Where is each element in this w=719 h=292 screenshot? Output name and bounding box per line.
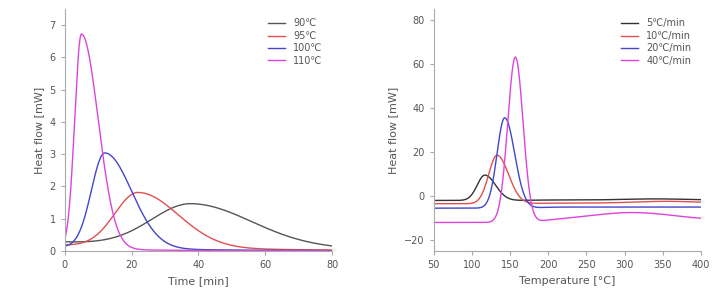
10℃/min [460,202,469,206]
Line: 90℃: 90℃ [65,204,332,251]
90℃ [74,240,83,244]
40℃/min [697,216,705,220]
90℃ [320,243,329,247]
Y-axis label: Heat flow [mW]: Heat flow [mW] [34,86,44,173]
20℃/min [500,116,509,119]
110℃ [183,248,192,252]
20℃/min [532,206,541,209]
100℃ [101,151,109,155]
90℃ [271,230,280,234]
40℃/min [692,216,700,220]
90℃ [320,243,329,247]
5℃/min [429,199,438,202]
20℃/min [692,205,700,209]
Line: 20℃/min: 20℃/min [434,118,701,208]
95℃ [183,221,192,225]
100℃ [271,248,280,252]
110℃ [320,249,329,253]
110℃ [77,32,86,36]
40℃/min [460,221,469,224]
5℃/min [663,197,672,201]
110℃ [191,249,199,252]
95℃ [191,226,199,230]
100℃ [191,248,199,251]
20℃/min [429,206,438,210]
40℃/min [663,213,672,217]
90℃ [186,202,195,205]
95℃ [60,249,69,253]
95℃ [134,191,142,194]
40℃/min [476,221,485,224]
Legend: 5℃/min, 10℃/min, 20℃/min, 40℃/min: 5℃/min, 10℃/min, 20℃/min, 40℃/min [616,14,696,71]
Legend: 90℃, 95℃, 100℃, 110℃: 90℃, 95℃, 100℃, 110℃ [263,14,327,71]
40℃/min [511,55,520,59]
Line: 100℃: 100℃ [65,153,332,251]
Y-axis label: Heat flow [mW]: Heat flow [mW] [388,86,398,173]
10℃/min [429,202,438,206]
100℃ [320,249,329,252]
100℃ [320,249,329,252]
5℃/min [692,198,700,201]
5℃/min [544,198,552,202]
40℃/min [429,221,438,224]
X-axis label: Temperature [°C]: Temperature [°C] [519,276,615,286]
Line: 110℃: 110℃ [65,34,332,251]
10℃/min [493,154,501,157]
5℃/min [480,173,489,177]
110℃ [74,54,83,57]
20℃/min [697,205,705,209]
95℃ [328,248,336,252]
90℃ [183,202,192,206]
20℃/min [544,206,552,209]
20℃/min [460,206,469,210]
100℃ [60,249,69,253]
40℃/min [544,218,552,222]
110℃ [320,249,329,253]
10℃/min [476,196,485,199]
95℃ [320,248,329,252]
10℃/min [692,200,700,204]
100℃ [328,249,336,252]
5℃/min [697,198,705,201]
95℃ [74,242,83,246]
10℃/min [544,201,552,205]
110℃ [271,249,280,253]
Line: 95℃: 95℃ [65,192,332,251]
110℃ [328,249,336,253]
100℃ [183,247,192,251]
10℃/min [532,201,541,205]
90℃ [191,202,199,206]
40℃/min [532,216,541,219]
90℃ [328,244,336,248]
90℃ [60,249,69,253]
Line: 40℃/min: 40℃/min [434,57,701,223]
110℃ [60,249,69,253]
5℃/min [476,178,485,181]
10℃/min [663,199,672,203]
Line: 10℃/min: 10℃/min [434,155,701,204]
5℃/min [532,198,541,202]
95℃ [320,248,329,252]
X-axis label: Time [min]: Time [min] [168,276,229,286]
20℃/min [476,206,485,209]
100℃ [74,232,83,236]
5℃/min [460,198,469,201]
10℃/min [697,200,705,204]
Line: 5℃/min: 5℃/min [434,175,701,200]
20℃/min [663,205,672,209]
95℃ [271,248,280,251]
